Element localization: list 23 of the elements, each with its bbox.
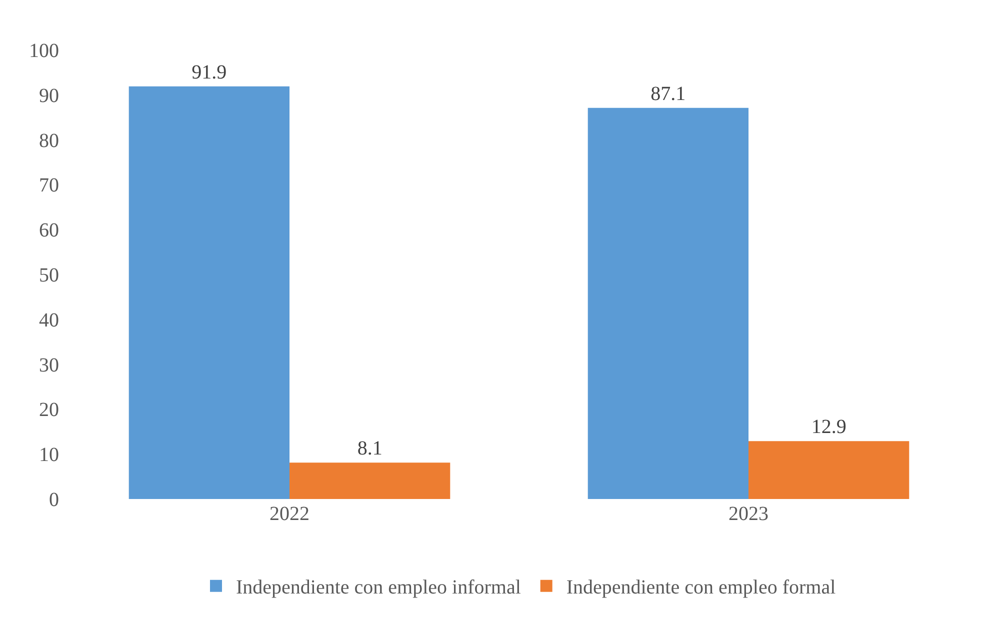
y-tick-label: 70 xyxy=(39,174,59,197)
y-tick-label: 10 xyxy=(39,444,59,466)
x-tick-label: 2023 xyxy=(728,503,768,525)
bar xyxy=(588,108,748,499)
y-tick-label: 30 xyxy=(39,354,59,376)
data-label: 91.9 xyxy=(192,61,227,84)
y-tick-label: 20 xyxy=(39,399,59,422)
x-tick-label: 2022 xyxy=(270,503,310,525)
legend-label: Independiente con empleo formal xyxy=(566,576,836,599)
y-tick-label: 0 xyxy=(49,489,59,511)
data-label: 87.1 xyxy=(650,82,686,105)
bar xyxy=(748,441,910,499)
bar xyxy=(128,86,290,499)
bar xyxy=(290,462,450,499)
data-label: 8.1 xyxy=(357,438,382,460)
data-label: 12.9 xyxy=(811,416,846,438)
y-tick-label: 90 xyxy=(39,84,59,107)
y-tick-label: 40 xyxy=(39,309,59,332)
y-tick-label: 60 xyxy=(39,220,59,242)
y-tick-label: 100 xyxy=(29,40,59,62)
y-tick-label: 80 xyxy=(39,130,59,152)
y-tick-label: 50 xyxy=(39,264,59,286)
legend-label: Independiente con empleo informal xyxy=(236,576,522,599)
